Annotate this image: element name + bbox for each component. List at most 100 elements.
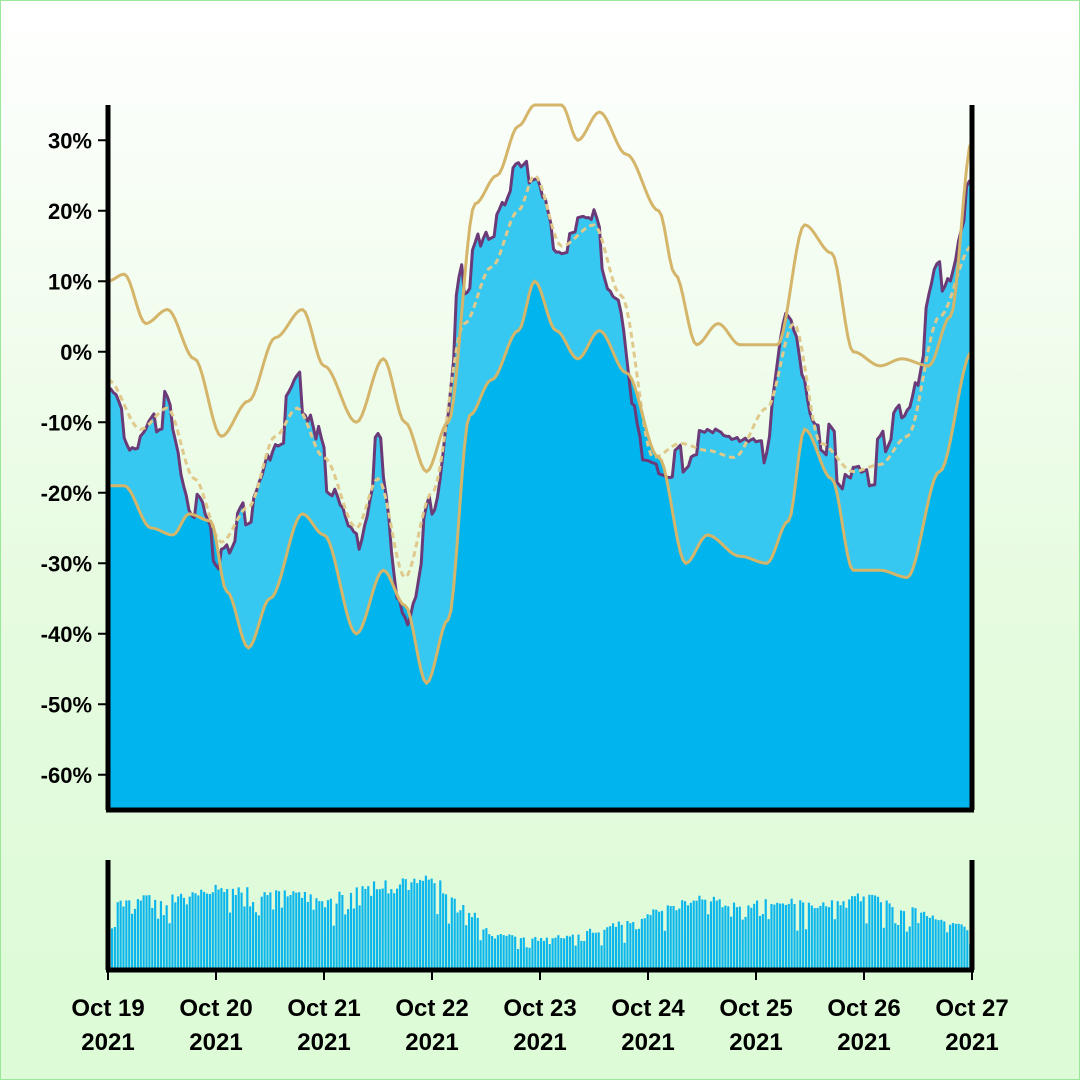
volume-bar — [825, 906, 828, 970]
volume-bar — [715, 900, 718, 970]
volume-bar — [442, 893, 445, 970]
volume-bar — [842, 901, 845, 970]
volume-bar — [476, 917, 479, 970]
volume-bar — [269, 892, 272, 970]
volume-bar — [876, 896, 880, 970]
volume-bar — [925, 916, 929, 970]
x-tick-label-year: 2021 — [81, 1029, 134, 1056]
volume-bar — [228, 912, 232, 970]
volume-bar — [678, 908, 681, 970]
volume-bar — [836, 901, 839, 970]
volume-bar — [686, 905, 690, 970]
volume-bar — [298, 892, 301, 970]
volume-bar — [882, 927, 885, 970]
volume-bar — [588, 928, 592, 970]
volume-bar — [761, 914, 764, 970]
volume-bar — [272, 909, 275, 970]
volume-bar — [358, 905, 361, 970]
volume-bar — [522, 937, 525, 970]
volume-bar — [917, 923, 920, 970]
volume-bar — [401, 878, 404, 970]
volume-bar — [741, 919, 744, 970]
volume-bar — [332, 925, 335, 970]
main-axes — [105, 105, 975, 813]
volume-bar — [946, 932, 949, 970]
volume-bar — [493, 938, 497, 970]
volume-bar — [914, 908, 917, 970]
volume-bar — [534, 937, 537, 970]
volume-bar — [620, 924, 623, 970]
volume-bar — [159, 901, 162, 970]
volume-bar — [378, 889, 381, 970]
volume-bar — [324, 907, 327, 970]
volume-bar — [488, 934, 491, 970]
volume-bar — [171, 894, 174, 970]
volume-bar — [295, 892, 298, 970]
volume-bar — [839, 905, 842, 970]
volume-bar — [793, 904, 796, 970]
volume-bar — [712, 896, 715, 970]
volume-bar — [891, 907, 894, 970]
volume-bar — [934, 919, 937, 970]
volume-bar — [312, 909, 315, 970]
volume-bar — [692, 900, 695, 970]
y-tick-labels: 30% 20% 10% 0% -10% -20% -30% -40% -50% -60% — [41, 128, 108, 788]
volume-bar — [223, 892, 226, 970]
volume-bar — [240, 892, 243, 970]
volume-bar — [128, 900, 131, 970]
volume-bar — [416, 883, 419, 970]
volume-bar — [698, 895, 701, 970]
volume-bar — [249, 906, 252, 970]
volume-bar — [133, 908, 137, 970]
y-tick-label: -50% — [41, 692, 92, 717]
y-tick-label: -30% — [41, 551, 92, 576]
volume-bar — [525, 947, 528, 970]
volume-bar — [511, 935, 514, 970]
volume-bar — [154, 899, 157, 970]
volume-bar — [309, 894, 312, 970]
volume-bar — [764, 899, 767, 970]
volume-bar — [649, 915, 652, 970]
volume-bar — [231, 888, 234, 970]
volume-bar — [862, 896, 865, 970]
volume-bar — [197, 895, 200, 970]
y-tick-label: -60% — [41, 763, 92, 788]
volume-bar — [375, 889, 378, 970]
volume-bar — [554, 937, 557, 970]
volume-bar — [672, 906, 675, 970]
volume-bar — [119, 900, 122, 970]
volume-bar — [168, 923, 171, 970]
volume-bar — [459, 910, 462, 970]
lower-band-line — [108, 279, 973, 686]
volume-bar — [384, 880, 387, 970]
volume-bar — [799, 900, 802, 970]
volume-bar — [738, 906, 741, 970]
volume-bar — [473, 912, 476, 970]
volume-bar — [499, 934, 502, 970]
volume-bar — [326, 900, 330, 970]
moving-average-line — [107, 173, 973, 580]
volume-bar — [652, 909, 655, 970]
volume-bar — [632, 922, 635, 970]
volume-bar — [286, 896, 289, 970]
volume-bar — [747, 905, 750, 970]
volume-bar — [303, 892, 306, 970]
volume-bar — [263, 892, 266, 970]
volume-bar — [853, 896, 857, 970]
volume-bar — [583, 941, 586, 970]
volume-bar — [180, 893, 183, 970]
volume-bar — [565, 935, 569, 970]
volume-bar — [732, 902, 736, 970]
volume-bar — [744, 916, 747, 970]
volume-bar — [372, 881, 376, 970]
volume-bar — [928, 917, 931, 970]
volume-bar — [666, 905, 669, 970]
volume-bar — [724, 905, 727, 970]
volume-bar — [655, 909, 658, 970]
volume-bar — [252, 902, 255, 970]
volume-bar — [361, 886, 364, 970]
volume-bar — [528, 947, 531, 970]
x-tick-label-year: 2021 — [621, 1029, 674, 1056]
volume-bar — [626, 921, 629, 970]
volume-bar — [136, 899, 139, 970]
